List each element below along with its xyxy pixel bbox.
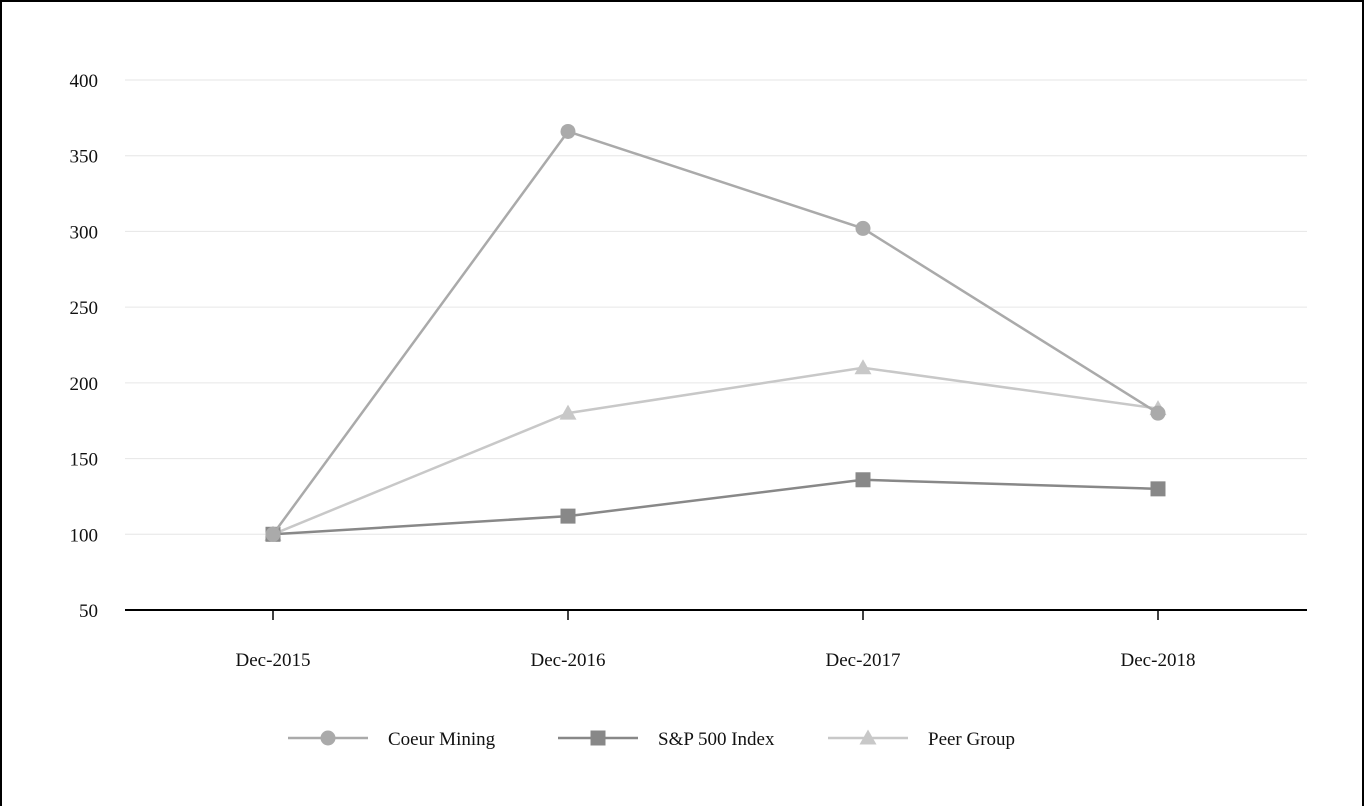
y-tick-label: 350 [70,147,99,168]
legend-item: Coeur Mining [288,729,496,750]
data-point [265,526,281,542]
data-point [1150,405,1166,421]
x-tick-label: Dec-2015 [236,650,311,671]
series-coeur-mining [265,123,1166,542]
data-point [560,123,576,139]
data-point [560,508,576,524]
legend-label: Coeur Mining [388,729,496,750]
y-tick-label: 300 [70,222,99,243]
legend-marker [320,730,336,746]
legend-marker [590,730,606,746]
data-point [1150,481,1166,497]
legend-item: Peer Group [828,729,1015,750]
x-tick-label: Dec-2016 [531,650,606,671]
y-tick-label: 400 [70,71,99,92]
x-tick-label: Dec-2018 [1121,650,1196,671]
x-tick-label: Dec-2017 [826,650,901,671]
series-line [272,366,1159,536]
series-line [272,478,1159,536]
data-point [854,359,872,375]
legend-label: S&P 500 Index [658,729,775,750]
y-tick-label: 150 [70,450,99,471]
series-line [271,130,1159,536]
legend-item: S&P 500 Index [558,729,775,750]
series-peer-group [264,359,1167,541]
legend-marker [859,729,877,745]
data-point [855,472,871,488]
y-tick-label: 50 [79,601,98,622]
y-tick-label: 200 [70,374,99,395]
data-point [855,220,871,236]
y-tick-label: 250 [70,298,99,319]
legend-label: Peer Group [928,729,1015,750]
y-tick-label: 100 [70,525,99,546]
data-point [559,404,577,420]
